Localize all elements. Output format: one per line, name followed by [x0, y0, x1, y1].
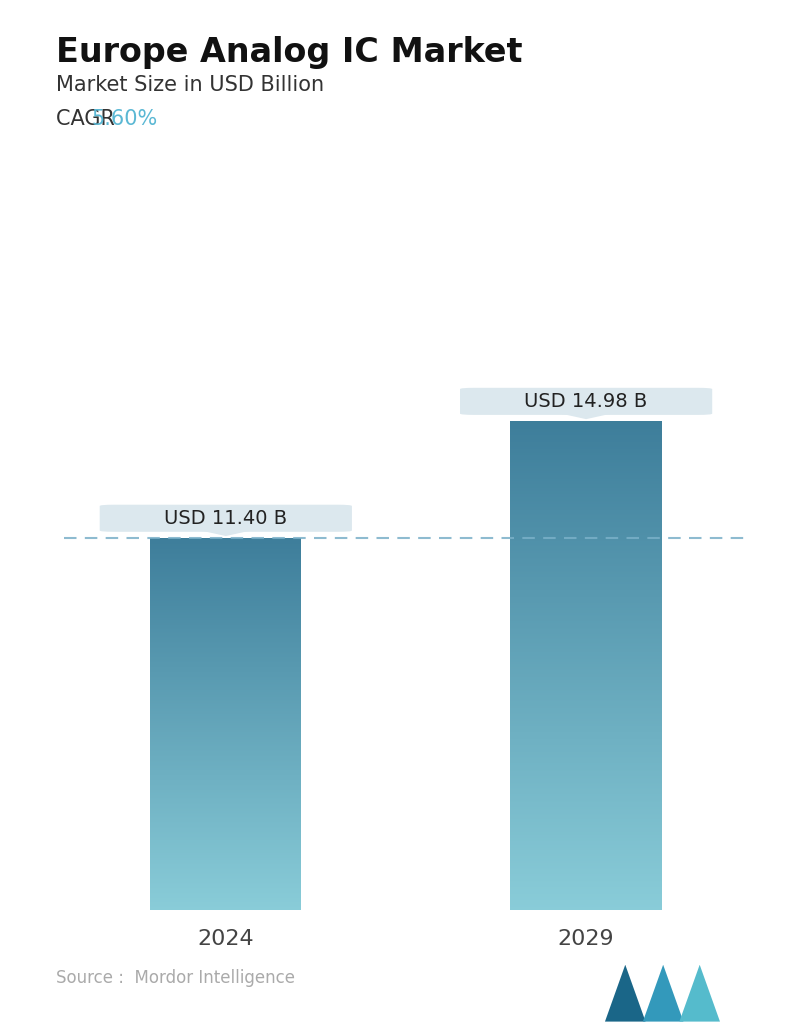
- Text: USD 14.98 B: USD 14.98 B: [525, 392, 648, 410]
- Text: Europe Analog IC Market: Europe Analog IC Market: [56, 36, 522, 69]
- FancyBboxPatch shape: [100, 505, 352, 531]
- Polygon shape: [201, 530, 251, 536]
- Text: USD 11.40 B: USD 11.40 B: [164, 509, 287, 527]
- Polygon shape: [680, 965, 720, 1022]
- Polygon shape: [643, 965, 684, 1022]
- Text: Market Size in USD Billion: Market Size in USD Billion: [56, 75, 324, 95]
- Text: Source :  Mordor Intelligence: Source : Mordor Intelligence: [56, 970, 295, 987]
- FancyBboxPatch shape: [460, 388, 712, 415]
- Polygon shape: [605, 965, 646, 1022]
- Text: CAGR: CAGR: [56, 109, 121, 128]
- Polygon shape: [561, 414, 611, 419]
- Text: 5.60%: 5.60%: [92, 109, 158, 128]
